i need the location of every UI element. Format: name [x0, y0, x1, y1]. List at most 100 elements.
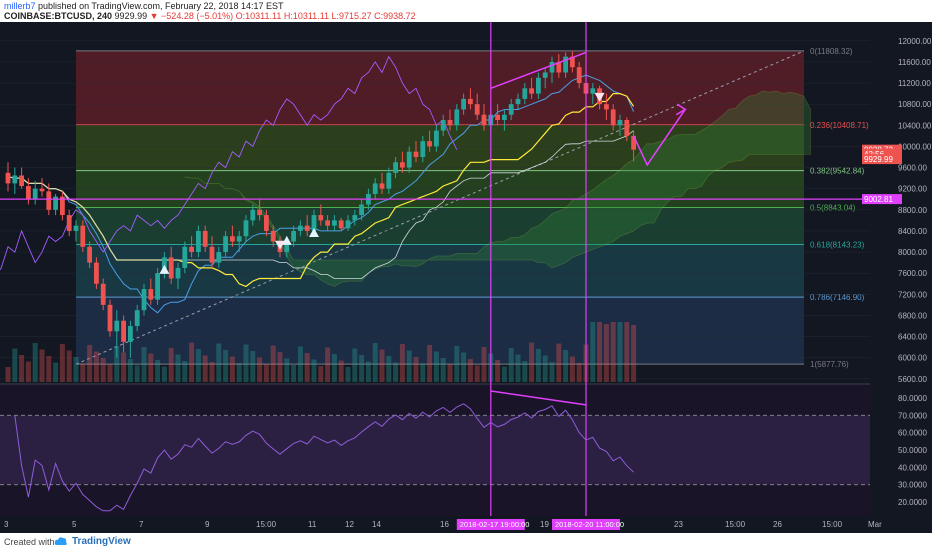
- sell-signal-icon: [275, 240, 285, 250]
- volume-bar: [39, 349, 45, 382]
- price-axis[interactable]: 12000.00 11600.00 11200.00 10800.00 10400.00…: [862, 22, 932, 516]
- candle-body: [400, 162, 405, 168]
- candle-body: [434, 130, 439, 147]
- volume-bar: [243, 344, 249, 382]
- time-tick-label: 19: [540, 520, 549, 529]
- time-tick-label: 15:00: [725, 520, 746, 529]
- candle-body: [32, 188, 38, 200]
- time-tick-label: 15:00: [256, 520, 277, 529]
- volume-bar: [175, 354, 181, 382]
- buy-signal-icon: [309, 227, 319, 237]
- candle-body: [420, 141, 426, 157]
- down-arrow-icon: ▼: [149, 11, 159, 21]
- volume-bar: [610, 322, 616, 382]
- volume-bar: [433, 351, 439, 382]
- candle-body: [529, 88, 534, 94]
- volume-bar: [420, 363, 426, 382]
- fib-zone: [76, 297, 804, 365]
- volume-bar: [93, 351, 99, 382]
- candle-body: [610, 109, 616, 126]
- rsi-tick-label: 20.0000: [898, 498, 927, 507]
- candle-body: [250, 209, 256, 221]
- volume-bar: [481, 347, 487, 382]
- candle-body: [617, 120, 623, 126]
- volume-bar: [202, 355, 208, 382]
- volume-bar: [569, 356, 575, 382]
- volume-bar: [379, 349, 385, 382]
- candle-body: [209, 246, 215, 263]
- candle-body: [576, 67, 582, 84]
- volume-bar: [331, 354, 337, 382]
- volume-bar: [25, 361, 31, 382]
- time-tick-label: 9: [205, 520, 210, 529]
- time-tick-label: 3: [4, 520, 9, 529]
- candle-body: [128, 326, 133, 342]
- volume-bar: [522, 361, 528, 382]
- volume-bar: [73, 357, 79, 382]
- volume-bar: [318, 366, 324, 382]
- candle-body: [536, 77, 541, 94]
- drawing-overlays[interactable]: [0, 22, 870, 516]
- volume-bar: [5, 367, 11, 382]
- volume-bar: [427, 345, 433, 382]
- price-tick-label: 9600.00: [898, 164, 927, 173]
- volume-bar: [603, 324, 609, 382]
- candle-body: [440, 120, 446, 131]
- candle-body: [508, 104, 514, 115]
- candle-body: [345, 220, 351, 229]
- candle-body: [604, 104, 609, 110]
- symbol-line: COINBASE:BTCUSD, 240 9929.99 ▼ −524.28 (…: [4, 11, 416, 21]
- volume-bar: [12, 348, 18, 382]
- volume-bar: [304, 353, 310, 382]
- volume-bar: [277, 352, 283, 382]
- volume-bar: [597, 322, 603, 382]
- volume-bar: [325, 347, 331, 382]
- price-tag-bg: [862, 194, 902, 205]
- price-tag-bg: [862, 148, 902, 159]
- author-link[interactable]: millerb7: [4, 1, 36, 11]
- price-chart[interactable]: 0(11808.32)0.236(10408.71)0.382(9542.84)…: [0, 22, 932, 533]
- price-divergence-line: [490, 51, 587, 90]
- volume-bar: [182, 361, 188, 382]
- chart-header: millerb7 published on TradingView.com, F…: [0, 0, 932, 22]
- candle-body: [556, 61, 562, 73]
- fib-level-label: 0.618(8143.23): [810, 241, 865, 250]
- price-tick-label: 7600.00: [898, 269, 927, 278]
- volume-bar: [141, 347, 147, 382]
- candle-body: [631, 135, 636, 150]
- candle-body: [66, 215, 72, 231]
- tradingview-brand[interactable]: TradingView: [72, 536, 131, 547]
- candle-body: [352, 215, 358, 221]
- fib-level-label: 1(5877.76): [810, 360, 849, 369]
- candle-body: [141, 289, 147, 311]
- volume-bar: [209, 362, 215, 382]
- volume-bar: [495, 360, 501, 382]
- time-tick-label: 23: [674, 520, 683, 529]
- time-tick-label: Mar: [868, 520, 882, 529]
- volume-bar: [250, 351, 256, 382]
- rsi-band: [0, 415, 870, 485]
- volume-bar: [474, 365, 480, 382]
- time-tick-label: 11: [308, 520, 317, 529]
- volume-bar: [114, 346, 120, 382]
- fib-retracement[interactable]: 0(11808.32)0.236(10408.71)0.382(9542.84)…: [75, 47, 869, 369]
- candle-body: [481, 114, 487, 126]
- volume-bars: [5, 322, 637, 382]
- volume-bar: [345, 367, 351, 382]
- candle-body: [359, 204, 364, 216]
- rsi-tick-label: 40.0000: [898, 463, 927, 472]
- grid-lines: [0, 40, 870, 380]
- volume-bar: [32, 343, 38, 382]
- kumo-cloud: [184, 90, 811, 287]
- candle-body: [338, 220, 344, 229]
- candle-body: [563, 56, 568, 73]
- price-tick-label: 6000.00: [898, 354, 927, 363]
- volume-bar: [311, 359, 317, 382]
- rsi-tick-label: 30.0000: [898, 481, 927, 490]
- projection-arrowhead: [675, 103, 687, 116]
- volume-bar: [467, 359, 473, 382]
- time-axis[interactable]: 357915:001112141619212315:002615:00Mar20…: [0, 516, 932, 533]
- volume-bar: [59, 344, 65, 382]
- volume-bar: [365, 361, 371, 382]
